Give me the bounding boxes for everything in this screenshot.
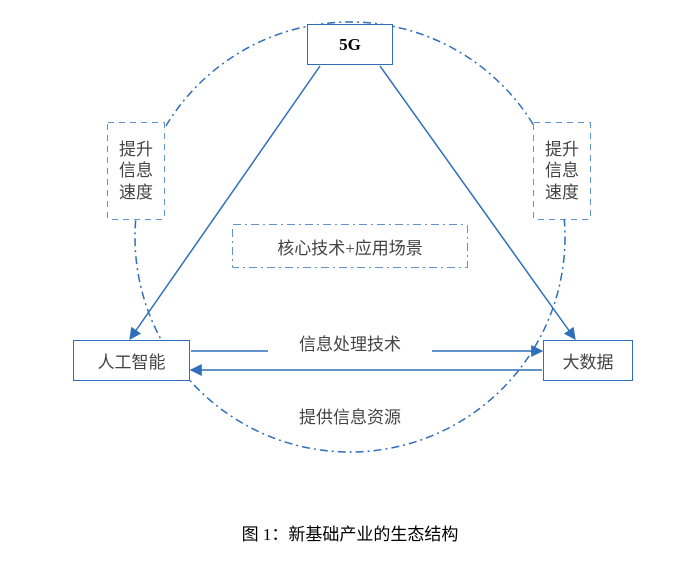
edge-label-mid: 信息处理技术 [268, 325, 432, 360]
figure-caption-text: 图 1：新基础产业的生态结构 [242, 525, 459, 544]
edge-label-right: 提升信息速度 [534, 123, 590, 219]
figure-caption: 图 1：新基础产业的生态结构 [0, 520, 700, 545]
node-ai: 人工智能 [73, 340, 190, 381]
edge-label-low-text: 提供信息资源 [299, 403, 401, 428]
edge-label-low: 提供信息资源 [268, 398, 432, 433]
node-bigdata: 大数据 [543, 340, 633, 381]
edge-label-left-text: 提升信息速度 [119, 139, 153, 203]
node-5g-label: 5G [339, 35, 361, 55]
edge-label-center-text: 核心技术+应用场景 [277, 234, 423, 259]
edge-label-center: 核心技术+应用场景 [233, 225, 467, 267]
node-5g: 5G [307, 24, 393, 65]
edge-label-right-text: 提升信息速度 [545, 139, 579, 203]
node-bigdata-label: 大数据 [563, 348, 614, 373]
edge-label-left: 提升信息速度 [108, 123, 164, 219]
diagram-svg [0, 0, 700, 570]
node-ai-label: 人工智能 [98, 348, 166, 373]
edge-label-mid-text: 信息处理技术 [299, 330, 401, 355]
diagram-canvas: 5G 人工智能 大数据 提升信息速度 提升信息速度 核心技术+应用场景 信息处理… [0, 0, 700, 570]
